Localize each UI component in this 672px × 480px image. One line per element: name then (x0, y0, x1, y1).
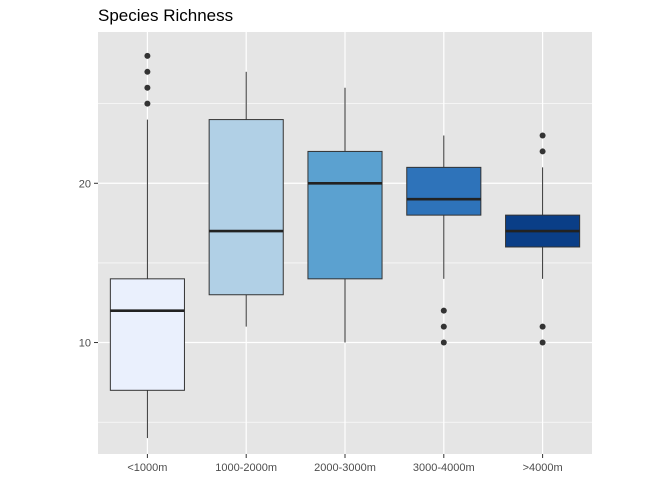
box-rect (208, 119, 284, 296)
chart-title: Species Richness (98, 6, 233, 25)
outlier-point (144, 84, 151, 91)
box-rect (406, 166, 482, 216)
outlier-point (539, 148, 546, 155)
outlier-point (440, 339, 447, 346)
box-1 (208, 71, 284, 327)
x-tick-label: 3000-4000m (413, 462, 475, 474)
x-tick-label: 1000-2000m (215, 462, 277, 474)
y-tick-label: 10 (79, 338, 91, 350)
outlier-point (539, 339, 546, 346)
outlier-point (440, 323, 447, 330)
y-tick-label: 20 (79, 178, 91, 190)
box-3 (406, 135, 482, 346)
outlier-point (539, 323, 546, 330)
axes: 10 20 <1000m 1000-2000m 2000-3000m 3000-4000m… (79, 178, 563, 474)
outlier-point (144, 100, 151, 107)
box-2 (307, 87, 383, 343)
box-0 (109, 52, 185, 439)
outlier-point (144, 68, 151, 75)
x-tick-label: <1000m (127, 462, 167, 474)
box-rect (307, 150, 383, 280)
x-tick-label: >4000m (523, 462, 563, 474)
outlier-point (440, 307, 447, 314)
outlier-point (539, 132, 546, 139)
box-rect (109, 278, 185, 391)
boxes (109, 52, 581, 439)
box-4 (505, 132, 581, 346)
outlier-point (144, 52, 151, 59)
x-tick-label: 2000-3000m (314, 462, 376, 474)
